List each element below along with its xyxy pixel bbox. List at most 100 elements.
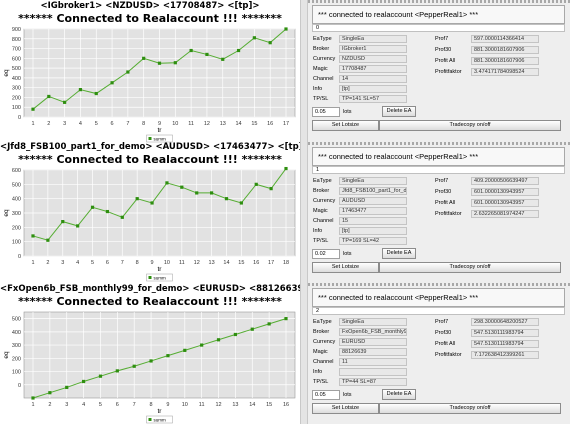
lotsize-input[interactable]: 0.05 <box>312 107 340 117</box>
profit-all-label: Profit All <box>435 341 456 347</box>
connection-header: *** connected to realaccount <PepperReal… <box>312 147 565 166</box>
data-point <box>189 48 193 53</box>
x-tick-label: 2 <box>47 121 50 127</box>
data-point <box>284 27 288 31</box>
x-tick-label: 7 <box>126 121 129 127</box>
lotsize-input[interactable]: 0.05 <box>312 390 340 400</box>
delete-ea-button[interactable]: Delete EA <box>382 106 416 117</box>
data-point <box>63 100 67 104</box>
tpsl-field: TP=44 SL=87 <box>339 378 407 386</box>
x-tick-label: 6 <box>116 402 119 408</box>
data-point <box>233 332 237 337</box>
x-tick-label: 5 <box>95 121 98 127</box>
broker-field: FxOpen6b_FSB_monthly99_for_demo <box>339 328 407 336</box>
data-point <box>110 81 114 85</box>
tpsl-label: TP/SL <box>313 379 329 385</box>
y-tick-label: 0 <box>18 115 21 121</box>
tradecopy-toggle-button[interactable]: Tradecopy on/off <box>379 262 561 273</box>
y-tick-label: 300 <box>12 343 21 349</box>
y-tick-label: 300 <box>12 86 21 92</box>
data-point <box>209 191 214 195</box>
magic-field: 17708487 <box>339 65 407 73</box>
x-tick-label: 4 <box>82 402 85 408</box>
x-tick-label: 10 <box>182 402 188 408</box>
prof30-field: 881.3000181607906 <box>471 46 539 54</box>
lots-label: lots <box>343 251 352 257</box>
connection-header: *** connected to realaccount <PepperReal… <box>312 288 565 307</box>
x-tick-label: 16 <box>267 121 273 127</box>
ea-index: 2 <box>312 307 565 315</box>
lotsize-input[interactable]: 0.02 <box>312 249 340 259</box>
tpsl-field: TP=169 SL=42 <box>339 237 407 245</box>
legend-label: summ <box>154 418 167 423</box>
x-tick-label: 8 <box>136 260 139 266</box>
x-tick-label: 12 <box>204 121 210 127</box>
delete-ea-button[interactable]: Delete EA <box>382 389 416 400</box>
data-point <box>200 343 204 347</box>
chart-title: <FxOpen6b_FSB_monthly99_for_demo> <EURUS… <box>0 284 328 294</box>
y-tick-label: 900 <box>12 27 21 33</box>
data-point <box>149 359 153 363</box>
x-tick-label: 4 <box>76 260 79 266</box>
broker-field: IGbroker1 <box>339 45 407 53</box>
set-lotsize-button[interactable]: Set Lotsize <box>312 403 379 414</box>
profitfaktor-field: 3.474171784098524 <box>471 68 539 76</box>
x-tick-label: 6 <box>111 121 114 127</box>
legend-marker <box>148 276 152 279</box>
panel-separator <box>308 283 570 286</box>
broker-field: Jfd8_FSB100_part1_for_demo <box>339 187 407 195</box>
data-point <box>236 48 241 53</box>
x-tick-label: 8 <box>150 402 153 408</box>
info-label: Info <box>313 86 323 92</box>
data-point <box>205 52 209 57</box>
data-point <box>195 191 199 195</box>
y-tick-label: 0 <box>18 254 21 260</box>
chart-title: <Jfd8_FSB100_part1_for_demo> <AUDUSD> <1… <box>0 142 310 152</box>
tradecopy-toggle-button[interactable]: Tradecopy on/off <box>379 120 561 131</box>
data-point <box>254 182 258 186</box>
data-point <box>98 374 103 378</box>
panel-separator <box>308 142 570 145</box>
profitfaktor-label: Profitfaktor <box>435 69 462 75</box>
data-point <box>250 327 254 331</box>
x-axis-label: tr <box>158 266 163 273</box>
data-point <box>142 56 146 60</box>
data-point <box>180 185 184 189</box>
delete-ea-button[interactable]: Delete EA <box>382 248 416 259</box>
prof7-field: 597.0000114366414 <box>471 35 539 43</box>
data-point <box>224 197 229 201</box>
plot-area <box>23 311 296 399</box>
set-lotsize-button[interactable]: Set Lotsize <box>312 262 379 273</box>
legend-label: summ <box>154 276 167 281</box>
data-point <box>76 224 80 228</box>
y-tick-label: 600 <box>12 168 21 174</box>
y-tick-label: 500 <box>12 66 21 72</box>
y-tick-label: 100 <box>12 105 21 111</box>
x-tick-label: 13 <box>220 121 226 127</box>
tradecopy-toggle-button[interactable]: Tradecopy on/off <box>379 403 561 414</box>
prof7-field: 409.20000506639497 <box>471 177 539 185</box>
data-point <box>150 201 154 205</box>
account-panel: *** connected to realaccount <PepperReal… <box>308 283 570 424</box>
x-axis-label: tr <box>158 408 163 415</box>
profit-all-label: Profit All <box>435 58 456 64</box>
x-tick-label: 16 <box>283 402 289 408</box>
x-tick-label: 6 <box>106 260 109 266</box>
legend-marker <box>148 418 152 421</box>
prof30-field: 601.0000130943957 <box>471 188 539 196</box>
connection-status: ****** Connected to Realaccount !!! ****… <box>18 12 282 25</box>
prof7-label: Prof7 <box>435 319 449 325</box>
info-field: [tp] <box>339 227 407 235</box>
split-pane-divider[interactable] <box>300 0 308 424</box>
data-point <box>31 396 35 400</box>
data-point <box>239 201 243 205</box>
tpsl-field: TP=141 SL=57 <box>339 95 407 103</box>
set-lotsize-button[interactable]: Set Lotsize <box>312 120 379 131</box>
currency-label: Currency <box>313 339 336 345</box>
data-point <box>115 369 119 373</box>
data-point <box>267 322 271 326</box>
magic-label: Magic <box>313 208 328 214</box>
data-point <box>82 379 86 384</box>
data-point <box>157 61 162 65</box>
data-point <box>31 107 35 111</box>
